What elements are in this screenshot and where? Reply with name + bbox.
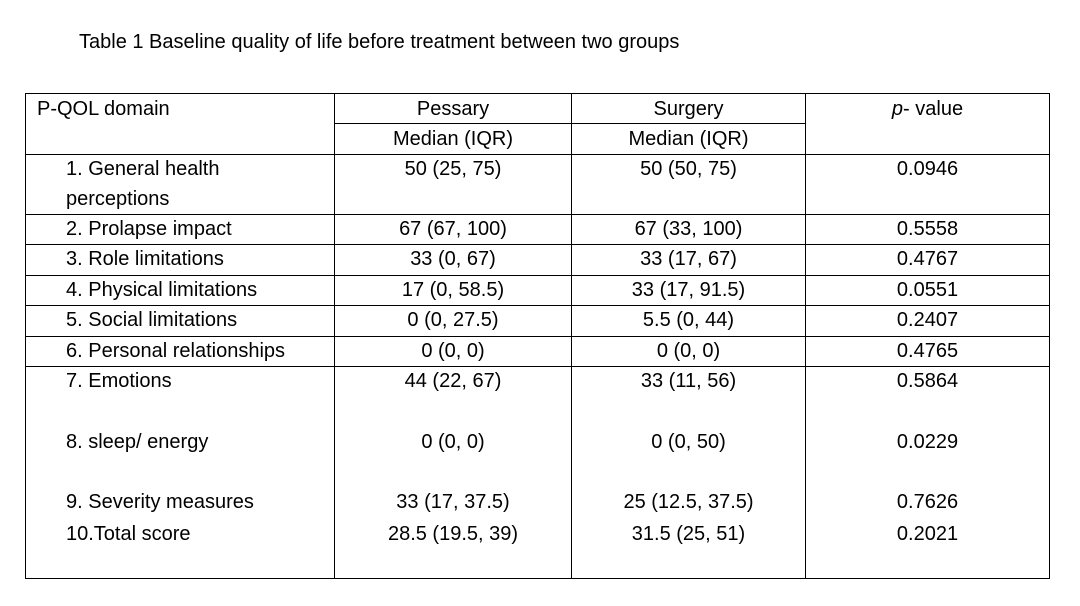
row-divider <box>26 275 1049 276</box>
row-pessary: 67 (67, 100) <box>399 218 507 240</box>
row-domain: 8. sleep/ energy <box>66 431 209 453</box>
row-pessary: 28.5 (19.5, 39) <box>387 523 519 545</box>
row-pessary: 33 (0, 67) <box>410 248 496 270</box>
header-pessary: Pessary <box>416 98 490 120</box>
row-surgery: 5.5 (0, 44) <box>642 309 735 331</box>
row-pessary: 33 (17, 37.5) <box>396 491 510 513</box>
header-p-value: p- value <box>806 94 1049 124</box>
subheader-pessary: Median (IQR) <box>392 128 514 150</box>
row-p-value: 0.5558 <box>896 218 959 240</box>
row-pessary: 50 (25, 75) <box>404 158 502 180</box>
row-p-value: 0.2407 <box>896 309 959 331</box>
row-divider <box>26 214 1049 215</box>
header-domain: P-QOL domain <box>37 98 170 120</box>
row-surgery: 0 (0, 0) <box>656 340 721 362</box>
row-surgery: 25 (12.5, 37.5) <box>623 491 754 513</box>
row-p-value: 0.0946 <box>896 158 959 180</box>
row-divider <box>26 305 1049 306</box>
row-surgery: 33 (17, 91.5) <box>631 279 746 301</box>
row-surgery: 33 (11, 56) <box>640 370 737 392</box>
p-italic: p <box>891 98 904 120</box>
subheader-divider <box>335 123 805 124</box>
row-divider <box>26 366 1049 367</box>
row-pessary: 17 (0, 58.5) <box>401 279 505 301</box>
header-divider <box>26 154 1049 155</box>
row-pessary: 0 (0, 27.5) <box>407 309 499 331</box>
row-p-value: 0.4767 <box>896 248 959 270</box>
row-domain: 2. Prolapse impact <box>66 218 232 240</box>
row-surgery: 0 (0, 50) <box>651 431 726 453</box>
row-domain: 7. Emotions <box>66 370 172 392</box>
row-surgery: 31.5 (25, 51) <box>631 523 746 545</box>
row-surgery: 33 (17, 67) <box>640 248 737 270</box>
row-pessary: 0 (0, 0) <box>421 431 485 453</box>
row-pessary: 0 (0, 0) <box>421 340 485 362</box>
table-title: Table 1 Baseline quality of life before … <box>79 31 680 53</box>
row-domain: 4. Physical limitations <box>66 279 258 301</box>
row-domain: 10.Total score <box>66 523 191 545</box>
results-table: P-QOL domain Pessary Surgery p- value Me… <box>25 93 1050 579</box>
row-domain: 1. General health perceptions <box>66 158 220 210</box>
row-p-value: 0.0229 <box>896 431 959 453</box>
row-surgery: 50 (50, 75) <box>640 158 737 180</box>
row-divider <box>26 336 1049 337</box>
row-p-value: 0.5864 <box>896 370 959 392</box>
row-p-value: 0.2021 <box>896 523 959 545</box>
row-divider <box>26 244 1049 245</box>
row-domain: 5. Social limitations <box>66 309 238 331</box>
row-p-value: 0.4765 <box>896 340 959 362</box>
p-value-suffix: - value <box>903 98 964 120</box>
subheader-surgery: Median (IQR) <box>628 128 749 150</box>
row-p-value: 0.0551 <box>896 279 959 301</box>
row-pessary: 44 (22, 67) <box>404 370 502 392</box>
row-domain: 9. Severity measures <box>66 491 254 513</box>
row-domain: 6. Personal relationships <box>66 340 286 362</box>
row-surgery: 67 (33, 100) <box>634 218 743 240</box>
header-surgery: Surgery <box>653 98 724 120</box>
row-p-value: 0.7626 <box>896 491 959 513</box>
row-domain: 3. Role limitations <box>66 248 224 270</box>
